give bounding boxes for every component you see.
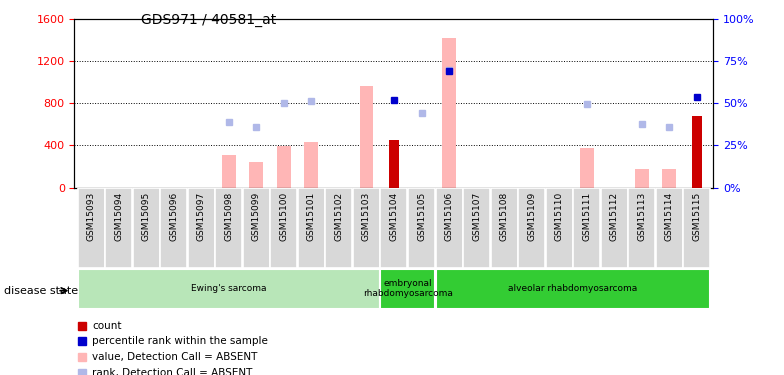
Bar <box>436 188 463 268</box>
Bar <box>78 269 380 309</box>
Text: rank, Detection Call = ABSENT: rank, Detection Call = ABSENT <box>93 368 252 375</box>
Text: GSM15102: GSM15102 <box>335 192 343 241</box>
Bar <box>132 188 160 268</box>
Bar <box>546 188 572 268</box>
Text: GSM15103: GSM15103 <box>362 192 371 241</box>
Bar <box>573 188 601 268</box>
Bar <box>353 188 380 268</box>
Bar <box>325 188 352 268</box>
Text: GSM15115: GSM15115 <box>692 192 702 241</box>
Text: GSM15107: GSM15107 <box>472 192 481 241</box>
Text: disease state: disease state <box>4 286 78 296</box>
Bar <box>160 188 187 268</box>
Text: GSM15094: GSM15094 <box>114 192 123 241</box>
Text: GSM15106: GSM15106 <box>445 192 453 241</box>
Bar <box>491 188 517 268</box>
Text: Ewing's sarcoma: Ewing's sarcoma <box>191 284 267 293</box>
Bar <box>684 188 710 268</box>
Text: GSM15105: GSM15105 <box>417 192 426 241</box>
Text: GSM15111: GSM15111 <box>583 192 591 241</box>
Text: alveolar rhabdomyosarcoma: alveolar rhabdomyosarcoma <box>508 284 637 293</box>
Bar <box>408 188 435 268</box>
Bar <box>222 155 236 188</box>
Bar <box>304 142 318 188</box>
Bar <box>270 188 297 268</box>
Bar <box>243 188 270 268</box>
Bar <box>380 188 408 268</box>
Bar <box>463 188 490 268</box>
Text: GSM15098: GSM15098 <box>224 192 233 241</box>
Text: GSM15108: GSM15108 <box>499 192 509 241</box>
Bar <box>105 188 132 268</box>
Text: GSM15100: GSM15100 <box>279 192 289 241</box>
Bar <box>656 188 683 268</box>
Text: count: count <box>93 321 122 331</box>
Text: percentile rank within the sample: percentile rank within the sample <box>93 336 268 346</box>
Bar <box>518 188 545 268</box>
Bar <box>216 188 242 268</box>
Bar <box>360 86 373 188</box>
Bar <box>662 169 677 188</box>
Bar <box>580 148 593 188</box>
Text: GSM15112: GSM15112 <box>610 192 619 241</box>
Text: value, Detection Call = ABSENT: value, Detection Call = ABSENT <box>93 352 257 362</box>
Bar <box>187 188 215 268</box>
Text: GSM15101: GSM15101 <box>307 192 316 241</box>
Bar <box>78 188 104 268</box>
Bar <box>277 146 291 188</box>
Bar <box>436 269 710 309</box>
Text: GSM15110: GSM15110 <box>555 192 564 241</box>
Text: GSM15095: GSM15095 <box>142 192 151 241</box>
Text: GSM15097: GSM15097 <box>197 192 205 241</box>
Bar <box>249 162 263 188</box>
Bar <box>628 188 655 268</box>
Text: GSM15113: GSM15113 <box>637 192 646 241</box>
Bar <box>692 116 702 188</box>
Text: GSM15104: GSM15104 <box>390 192 398 241</box>
Bar <box>389 140 399 188</box>
Bar <box>635 169 648 188</box>
Bar <box>601 188 628 268</box>
Text: GSM15109: GSM15109 <box>527 192 536 241</box>
Text: GSM15093: GSM15093 <box>86 192 96 241</box>
Text: embryonal
rhabdomyosarcoma: embryonal rhabdomyosarcoma <box>363 279 452 298</box>
Bar <box>442 38 456 188</box>
Text: GSM15114: GSM15114 <box>665 192 674 241</box>
Text: GSM15099: GSM15099 <box>252 192 261 241</box>
Text: GDS971 / 40581_at: GDS971 / 40581_at <box>141 13 277 27</box>
Bar <box>298 188 325 268</box>
Bar <box>380 269 435 309</box>
Text: GSM15096: GSM15096 <box>169 192 178 241</box>
